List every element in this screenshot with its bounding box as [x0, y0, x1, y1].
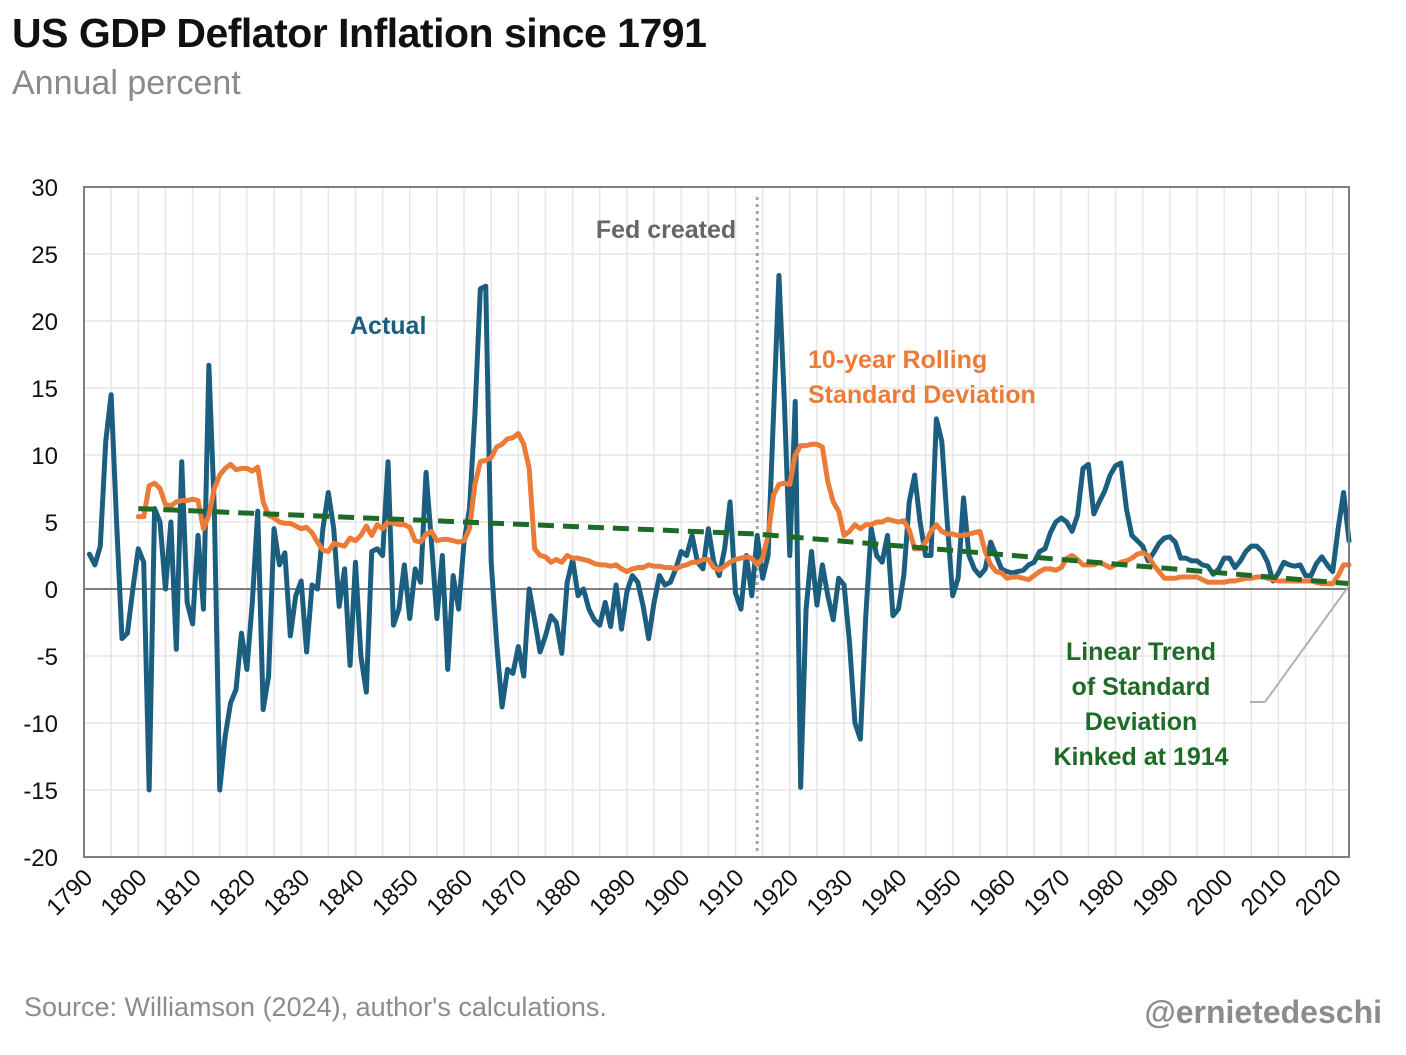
x-axis-ticks: 1790180018101820183018401850186018701880…	[41, 864, 1347, 921]
x-tick-label: 1950	[910, 864, 967, 921]
fed-created-label: Fed created	[596, 216, 736, 244]
x-tick-label: 1800	[96, 864, 153, 921]
trend-label-line4: Kinked at 1914	[1053, 743, 1228, 771]
x-tick-label: 1960	[964, 864, 1021, 921]
x-tick-label: 1850	[367, 864, 424, 921]
x-tick-label: 1890	[584, 864, 641, 921]
x-tick-label: 1970	[1019, 864, 1076, 921]
x-tick-label: 1910	[693, 864, 750, 921]
y-tick-label: -20	[23, 845, 58, 872]
rolling-sd-label-line1: 10-year Rolling	[808, 346, 987, 374]
rolling-sd-label-line2: Standard Deviation	[808, 381, 1036, 409]
plot-frame	[83, 186, 1350, 858]
x-tick-label: 1980	[1073, 864, 1130, 921]
x-tick-label: 1900	[639, 864, 696, 921]
x-tick-label: 1930	[801, 864, 858, 921]
x-tick-label: 1830	[259, 864, 316, 921]
trend-callout-leader	[1264, 585, 1350, 703]
source-note: Source: Williamson (2024), author's calc…	[24, 992, 607, 1022]
trend-label-line3: Deviation	[1085, 708, 1198, 736]
x-tick-label: 2000	[1182, 864, 1239, 921]
x-tick-label: 1840	[313, 864, 370, 921]
y-tick-label: 20	[31, 309, 58, 336]
y-tick-label: 0	[45, 577, 58, 604]
x-tick-label: 2020	[1290, 864, 1347, 921]
x-tick-label: 1860	[421, 864, 478, 921]
trend-label-line1: Linear Trend	[1066, 638, 1216, 666]
trend-series-line	[138, 506, 1350, 587]
x-tick-label: 2010	[1236, 864, 1293, 921]
actual-series-line	[86, 272, 1352, 793]
x-tick-label: 1920	[747, 864, 804, 921]
actual-series-label: Actual	[350, 312, 426, 340]
x-tick-label: 1940	[856, 864, 913, 921]
x-tick-label: 1990	[1127, 864, 1184, 921]
y-tick-label: -15	[23, 778, 58, 805]
chart-subtitle: Annual percent	[12, 64, 241, 102]
trend-label-line2: of Standard	[1072, 673, 1211, 701]
x-tick-label: 1820	[204, 864, 261, 921]
y-tick-label: 10	[31, 443, 58, 470]
y-tick-label: 15	[31, 376, 58, 403]
author-handle[interactable]: @ernietedeschi	[1144, 994, 1382, 1030]
series-layer	[86, 272, 1352, 793]
y-tick-label: 30	[31, 175, 58, 202]
y-axis-ticks: 30 25 20 15 10 5 0 -5 -10 -15 -20	[23, 175, 58, 872]
x-tick-label: 1810	[150, 864, 207, 921]
y-tick-label: 5	[45, 510, 58, 537]
y-tick-label: -10	[23, 711, 58, 738]
y-tick-label: -5	[37, 644, 58, 671]
y-tick-label: 25	[31, 242, 58, 269]
rolling-sd-series-line	[135, 431, 1352, 587]
x-tick-label: 1880	[530, 864, 587, 921]
chart-title: US GDP Deflator Inflation since 1791	[12, 10, 707, 56]
x-tick-label: 1870	[476, 864, 533, 921]
x-tick-label: 1790	[41, 864, 98, 921]
